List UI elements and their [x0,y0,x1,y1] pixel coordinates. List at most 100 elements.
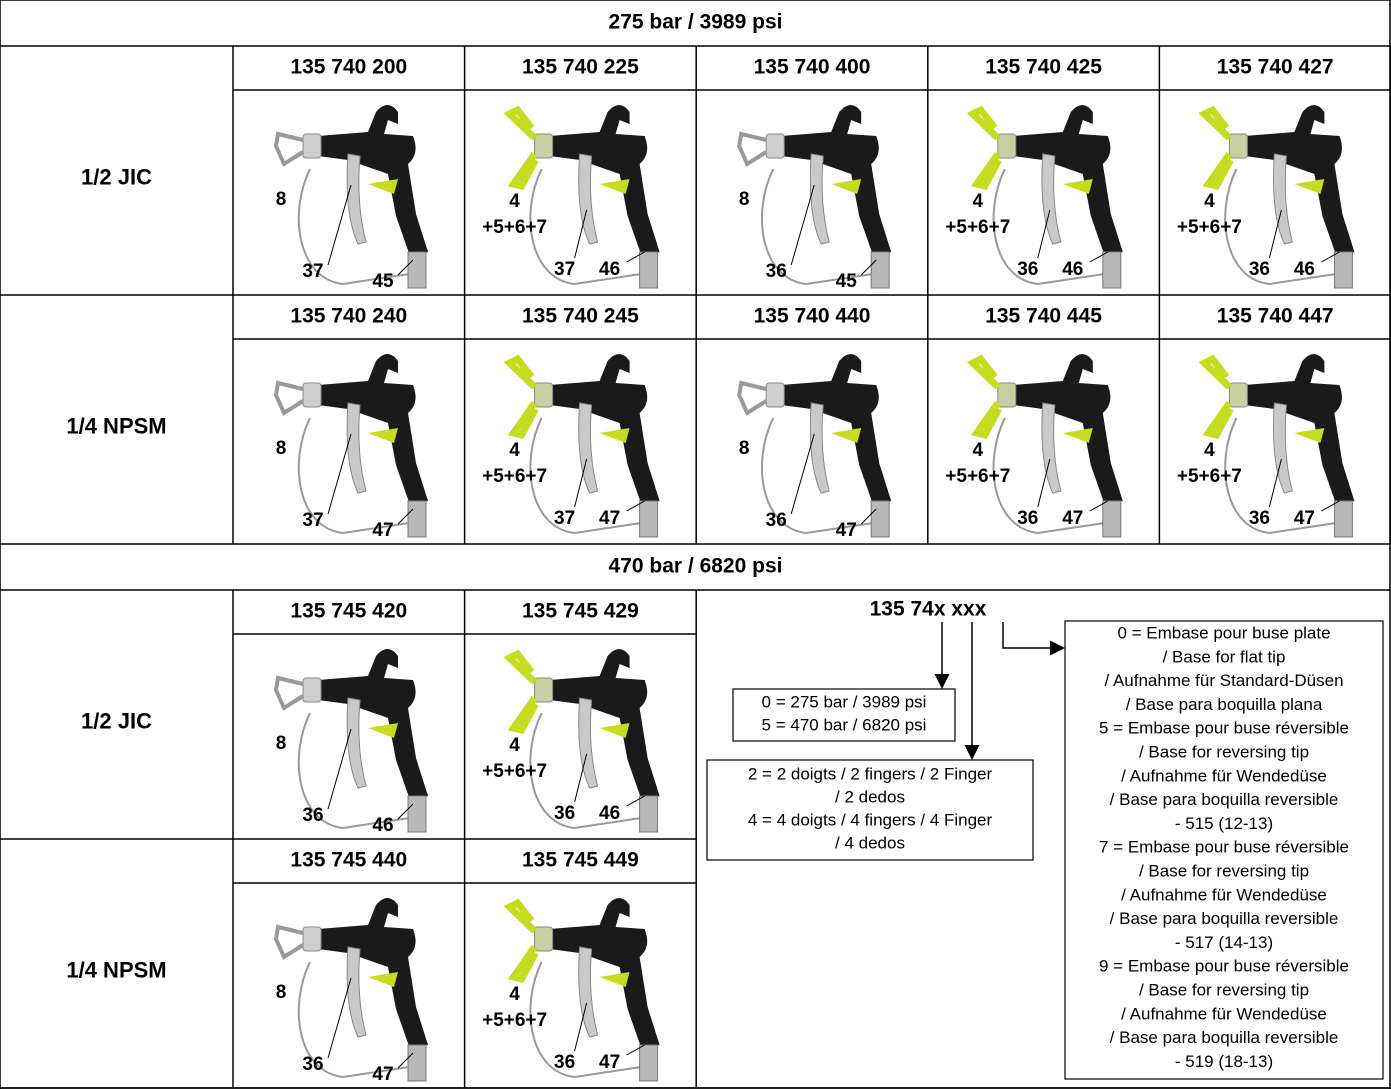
callout: 4 [973,191,984,212]
callout: 37 [302,261,323,282]
gun-illustration [503,354,660,538]
trigger [346,697,367,789]
gun-body [318,354,428,505]
part-code: 135 740 427 [1217,56,1334,79]
callout: 37 [554,508,575,529]
rule [790,433,815,515]
callout: 8 [276,438,287,459]
fitting [1102,500,1122,538]
rule [574,209,588,259]
gun-illustration [966,105,1123,289]
rule [574,753,588,803]
hose [1224,168,1350,286]
part-code: 135 740 440 [754,305,871,328]
fitting [639,1044,659,1082]
legend-code: 135 74x xxx [870,598,987,621]
part-code: 135 740 445 [985,305,1102,328]
part-code: 135 740 425 [985,56,1102,79]
callout: 4 [509,735,520,756]
fitting [407,251,427,289]
part-code: 135 740 225 [522,56,639,79]
trigger-lock [368,179,398,194]
callout: 36 [766,510,787,531]
trigger-lock [368,972,398,987]
nut [997,133,1017,159]
trigger [346,402,367,494]
gun-body [549,898,660,1049]
callout: +5+6+7 [945,217,1010,238]
tips-box [1064,620,1384,1080]
gun-body [318,649,428,800]
trigger-lock [1062,179,1093,194]
hose [529,417,655,535]
tip-guard [966,354,1002,440]
legend-line: - 519 (18-13) [1175,1052,1273,1071]
trigger [809,153,830,245]
hose [992,168,1118,286]
trigger-lock [368,723,398,738]
rule [1089,251,1109,263]
legend-line: 0 = 275 bar / 3989 psi [762,692,927,711]
hose [529,961,655,1079]
rule [574,1002,588,1052]
legend-line: / Aufnahme für Wendedüse [1121,766,1327,785]
part-code: 135 745 429 [522,600,639,623]
section-title: 275 bar / 3989 psi [609,11,783,34]
gun-illustration [273,354,428,538]
part-code: 135 745 420 [290,600,407,623]
rule [397,1052,414,1069]
gun-illustration [737,354,892,538]
legend-line: - 515 (12-13) [1175,814,1273,833]
trigger-lock [599,179,630,194]
gun-illustration [273,649,428,833]
fitting [870,500,890,538]
legend-line: / Base para boquilla reversible [1110,790,1339,809]
hose [297,168,424,286]
tip-guard [503,898,539,984]
hose [297,417,424,535]
hose [761,417,887,535]
callout: 4 [509,191,520,212]
legend-line: / Aufnahme für Wendedüse [1121,1004,1327,1023]
gun-body [1012,354,1123,505]
gun-illustration [503,105,660,289]
trigger-lock [831,179,862,194]
callout: 36 [554,1052,575,1073]
tip-guard [503,354,539,440]
part-code: 135 740 240 [290,305,407,328]
fitting [1333,251,1353,289]
fitting [407,500,427,538]
rule [860,259,877,276]
connection-label: 1/4 NPSM [66,413,166,438]
hose [1224,417,1350,535]
rule [574,458,588,508]
rule [327,728,352,810]
tip-guard [966,105,1002,191]
callout: 4 [509,440,520,461]
rule [1321,251,1340,263]
callout: 47 [1294,508,1315,529]
nut [302,926,322,952]
gun-body [1244,105,1355,256]
tip-guard [737,131,768,167]
nut [997,382,1017,408]
rule [397,508,414,525]
callout: 36 [1017,508,1038,529]
gun-illustration [273,105,428,289]
part-code: 135 745 449 [522,849,639,872]
callout: +5+6+7 [1177,217,1242,238]
tip-guard [503,105,539,191]
trigger-lock [831,428,862,443]
trigger [809,402,830,494]
callout: 8 [739,189,750,210]
trigger-lock [1294,428,1325,443]
legend-line: - 517 (14-13) [1175,933,1273,952]
tip-guard [1198,354,1234,440]
legend-line: / Aufnahme für Wendedüse [1121,885,1327,904]
part-code: 135 740 447 [1217,305,1334,328]
fitting [407,1044,427,1082]
trigger-lock [599,428,630,443]
gun-illustration [273,898,428,1082]
callout: 36 [302,805,323,826]
